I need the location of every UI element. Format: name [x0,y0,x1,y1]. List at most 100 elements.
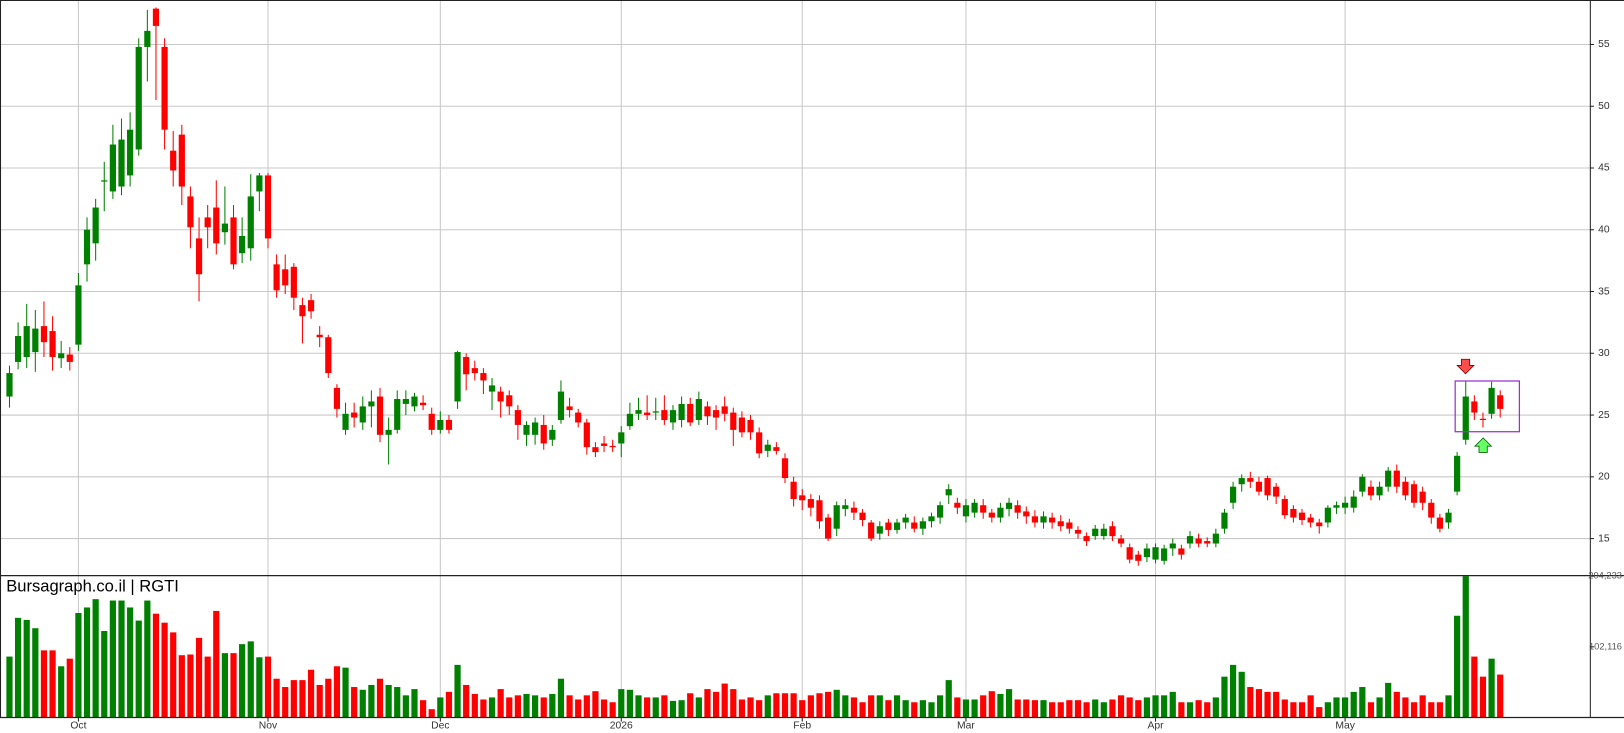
volume-bar [807,695,814,718]
candle-body [738,417,746,433]
candle-body [644,412,651,416]
volume-bar [1393,691,1400,718]
candle-body [833,505,840,529]
candle-body [971,502,978,513]
candle-body [333,387,341,409]
candle-body [1014,505,1021,513]
candle-body [747,419,754,433]
volume-bar [1454,615,1461,718]
candle-body [1023,511,1030,517]
candle-body [902,517,909,523]
candle-body [893,522,901,530]
candle-body [575,412,582,423]
volume-bar [1143,697,1151,718]
candle-body [1316,522,1323,527]
volume-bar [954,697,961,718]
volume-bar [962,699,970,718]
volume-bar [1092,699,1099,718]
volume-bar [1445,695,1452,718]
candle-body [256,175,263,192]
chart-title: Bursagraph.co.il | RGTI [6,576,179,595]
candle-body [1281,499,1288,516]
candle-body [1161,548,1168,561]
candle-body [540,424,547,444]
volume-bar [669,700,677,718]
volume-bar [704,689,711,718]
candle-body [1074,529,1082,534]
volume-bar [75,612,82,718]
volume-bar [893,695,901,718]
volume-bar [971,699,978,718]
candle-body [14,335,22,362]
candle-body [1307,517,1314,523]
candle-body [75,285,82,345]
volume-bar [1161,695,1168,718]
volume-tick-label: 204,233 [1588,571,1622,581]
volume-bar [781,693,789,718]
volume-bar [23,619,30,718]
candle-body [566,406,573,411]
volume-bar [307,669,315,718]
volume-bar [109,600,116,718]
volume-bar [540,697,547,718]
volume-bar [1169,691,1176,718]
volume-bar [1100,702,1107,718]
candle-body [1229,486,1237,503]
volume-tick-label: 102,116 [1589,641,1622,651]
candle-body [1428,502,1435,518]
volume-bar [1023,699,1030,718]
candle-body [652,411,659,413]
volume-bar [609,702,616,718]
candle-body [497,391,504,402]
volume-bar [1049,702,1056,718]
candle-body [695,398,702,420]
marks [6,7,1504,718]
volume-bar [885,700,892,718]
volume-bar [1479,676,1487,718]
candle-body [1479,418,1487,420]
volume-bar [1376,697,1383,718]
candle-body [1367,486,1375,496]
volume-bar [1204,702,1211,718]
candle-body [1324,507,1331,523]
volume-bar [480,699,487,718]
candle-body [618,432,625,444]
volume-bar [816,693,823,718]
candle-body [66,354,73,362]
volume-bar [230,653,237,718]
candle-body [1471,401,1478,413]
volume-bar [463,684,470,718]
candle-body [463,356,470,375]
volume-bar [1471,656,1478,718]
volume-bar [385,684,392,718]
candle-body [859,512,866,521]
candle-body [109,144,116,192]
candle-body [23,326,30,357]
volume-bar [178,655,185,718]
candle-body [1238,478,1245,485]
candle-body [471,368,478,374]
volume-bar [850,697,858,718]
candle-body [1402,481,1409,496]
volume-bar [1247,687,1254,718]
volume-bar [549,693,556,718]
volume-bar [1014,699,1021,718]
volume-bar [902,700,909,718]
candle-body [532,422,539,435]
volume-bar [1298,702,1306,718]
candle-body [445,419,453,430]
candle-body [1178,548,1185,555]
x-tick-label: Mar [957,720,975,731]
candle-body [557,391,565,420]
candle-body [273,264,280,291]
y-tick-label: 15 [1598,533,1610,544]
candle-body [342,413,349,430]
volume-bar [127,607,134,718]
candle-body [721,406,728,414]
candle-body [549,429,556,440]
volume-bar [144,600,151,718]
candle-body [1385,470,1392,487]
volume-bar [618,689,625,718]
candle-body [1092,528,1099,537]
volume-bar [1212,697,1219,718]
